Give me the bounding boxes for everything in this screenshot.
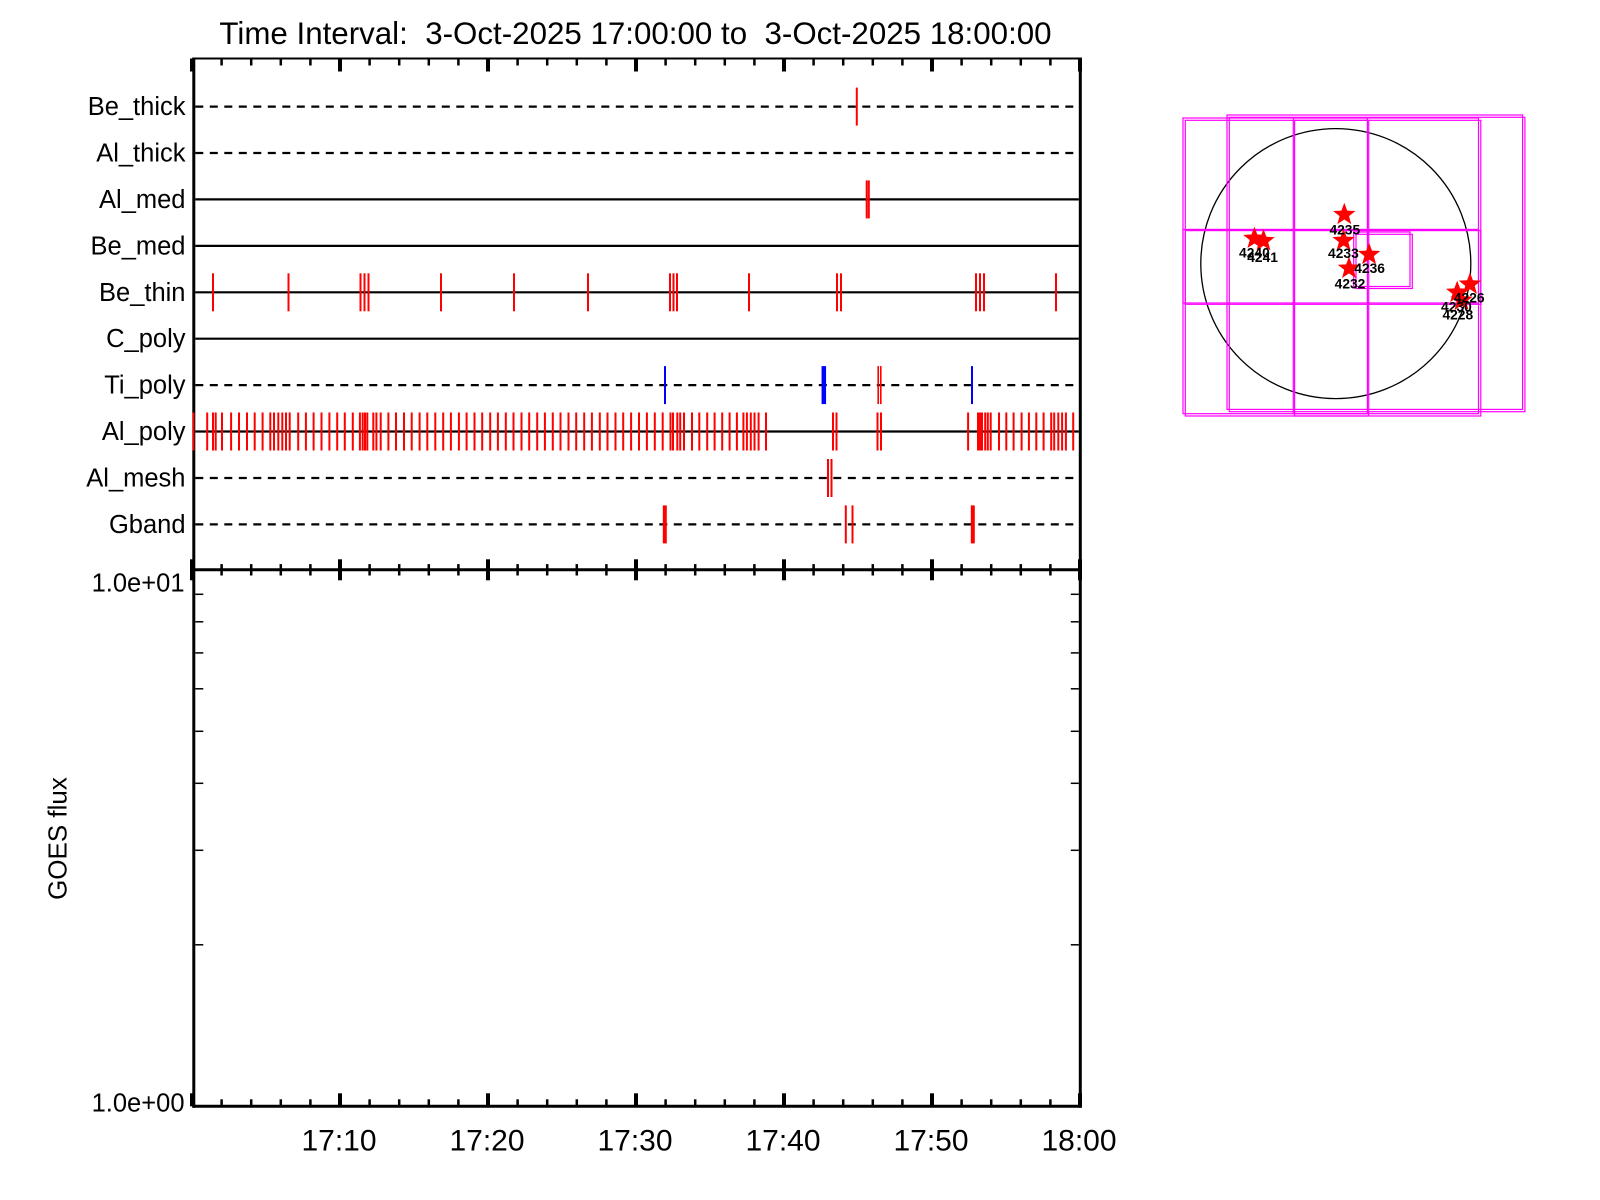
svg-text:Ti_poly: Ti_poly [104,372,186,400]
svg-text:C_poly: C_poly [106,325,186,353]
svg-text:GOES flux: GOES flux [43,777,73,900]
svg-text:Al_thick: Al_thick [96,140,186,168]
svg-text:17:40: 17:40 [745,1125,820,1158]
svg-text:Al_med: Al_med [99,186,185,214]
svg-text:4236: 4236 [1354,261,1385,276]
svg-text:4233: 4233 [1328,246,1359,261]
svg-text:18:00: 18:00 [1041,1125,1116,1158]
svg-text:4235: 4235 [1329,223,1360,238]
svg-text:Time Interval: 3-Oct-2025 17:: Time Interval: 3-Oct-2025 17:00:00 to 3-… [219,16,1051,51]
svg-text:1.0e+01: 1.0e+01 [92,570,185,598]
svg-text:Gband: Gband [109,511,186,539]
svg-text:Be_thin: Be_thin [99,279,186,307]
svg-text:Al_mesh: Al_mesh [86,464,185,492]
svg-text:Al_poly: Al_poly [102,418,186,446]
svg-text:4240: 4240 [1239,245,1270,260]
svg-text:4232: 4232 [1335,277,1366,292]
svg-text:Be_med: Be_med [91,232,186,260]
svg-text:1.0e+00: 1.0e+00 [92,1090,185,1118]
svg-text:4226: 4226 [1454,291,1485,306]
svg-text:17:50: 17:50 [893,1125,968,1158]
svg-text:17:20: 17:20 [449,1125,524,1158]
svg-text:17:10: 17:10 [301,1125,376,1158]
svg-text:4230: 4230 [1441,299,1472,314]
svg-text:17:30: 17:30 [597,1125,672,1158]
svg-text:4228: 4228 [1442,307,1473,322]
svg-text:Be_thick: Be_thick [88,93,186,121]
svg-text:4241: 4241 [1247,250,1278,265]
